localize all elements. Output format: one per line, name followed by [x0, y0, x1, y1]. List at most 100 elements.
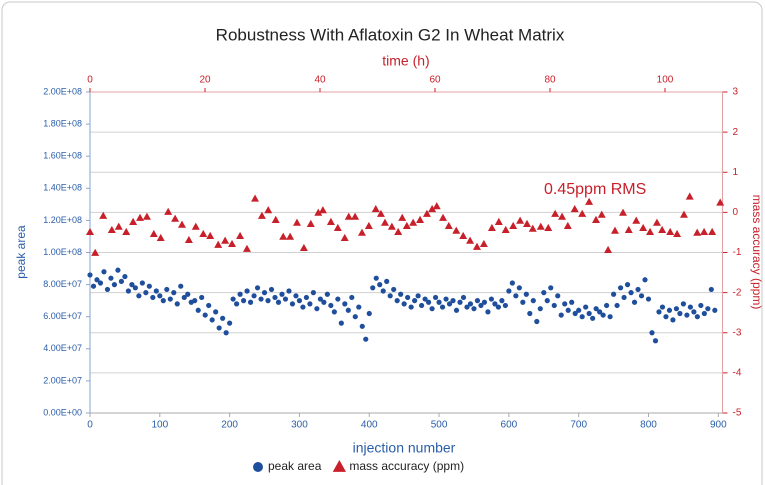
point: [359, 323, 365, 329]
point: [237, 291, 243, 297]
point: [478, 302, 484, 309]
point: [656, 309, 662, 315]
x2-tick-label: 20: [199, 75, 211, 86]
point: [425, 299, 432, 305]
point: [387, 222, 396, 230]
x2-tick-label: 100: [657, 75, 674, 86]
point: [391, 286, 397, 293]
point: [401, 301, 407, 307]
x-tick-label: 100: [151, 420, 168, 431]
y-tick-label: 1.80E+08: [43, 118, 82, 128]
point: [624, 282, 631, 288]
point: [516, 216, 525, 224]
legend-marker: [332, 460, 347, 472]
point: [125, 288, 131, 294]
point: [487, 223, 496, 231]
point: [234, 301, 240, 307]
point: [236, 231, 245, 239]
point: [344, 212, 353, 220]
point: [509, 221, 518, 229]
y-tick-label: 0.00E+00: [43, 407, 82, 417]
point: [516, 285, 522, 291]
point: [97, 280, 104, 286]
point: [597, 309, 603, 315]
point: [527, 310, 533, 317]
point: [178, 283, 184, 289]
point: [439, 304, 446, 310]
y2-tick-label: 0: [733, 207, 739, 218]
point: [700, 227, 709, 235]
point: [673, 306, 680, 312]
point: [652, 338, 659, 344]
point: [101, 269, 107, 275]
point: [251, 194, 260, 202]
point: [181, 294, 187, 301]
annotation: 0.45ppm RMS: [544, 181, 646, 198]
point: [459, 231, 468, 239]
point: [258, 296, 264, 302]
point: [579, 314, 585, 320]
point: [677, 310, 683, 317]
chart-title: Robustness With Aflatoxin G2 In Wheat Ma…: [216, 25, 565, 44]
point: [326, 217, 335, 225]
x-tick-label: 0: [87, 420, 93, 431]
point: [264, 206, 273, 214]
point: [247, 299, 254, 305]
point: [364, 221, 373, 229]
point: [146, 283, 152, 289]
point: [384, 278, 390, 284]
point: [371, 204, 380, 213]
point: [286, 288, 292, 294]
point: [118, 278, 125, 284]
point: [716, 198, 725, 206]
point: [261, 290, 268, 296]
x-axis-label: injection number: [353, 440, 456, 456]
point: [191, 222, 200, 230]
y-tick-label: 1.60E+08: [43, 151, 82, 161]
point: [192, 298, 198, 304]
point: [164, 286, 170, 293]
point: [306, 219, 315, 227]
point: [244, 288, 250, 294]
point: [562, 301, 568, 307]
point: [604, 302, 610, 309]
point: [698, 302, 704, 309]
y2-tick-label: 2: [733, 127, 739, 138]
point: [221, 236, 230, 244]
point: [506, 288, 512, 294]
y2-tick-label: 3: [733, 87, 739, 98]
point: [563, 221, 572, 229]
x2-axis-label: time (h): [382, 53, 429, 69]
point: [199, 229, 208, 237]
point: [502, 302, 508, 309]
point: [289, 301, 296, 307]
point: [286, 232, 295, 240]
point: [590, 315, 596, 321]
point: [114, 222, 123, 230]
point: [257, 211, 266, 219]
point: [513, 293, 519, 299]
point: [139, 280, 145, 286]
x2-tick-label: 0: [87, 75, 93, 86]
point: [646, 227, 655, 235]
point: [541, 290, 547, 296]
point: [94, 277, 100, 283]
y2-tick-label: -3: [733, 327, 742, 338]
point: [544, 298, 550, 304]
point: [638, 293, 645, 299]
point: [149, 229, 158, 237]
point: [597, 210, 606, 218]
point: [548, 285, 554, 291]
point: [457, 299, 463, 305]
x-tick-label: 800: [640, 420, 657, 431]
point: [471, 306, 477, 312]
point: [558, 212, 567, 220]
y-axis-label: peak area: [14, 225, 28, 279]
point: [708, 286, 714, 293]
point: [412, 298, 418, 304]
point: [300, 304, 306, 310]
point: [164, 207, 173, 215]
legend-label: peak area: [268, 459, 322, 473]
point: [132, 285, 138, 291]
point: [129, 217, 138, 225]
